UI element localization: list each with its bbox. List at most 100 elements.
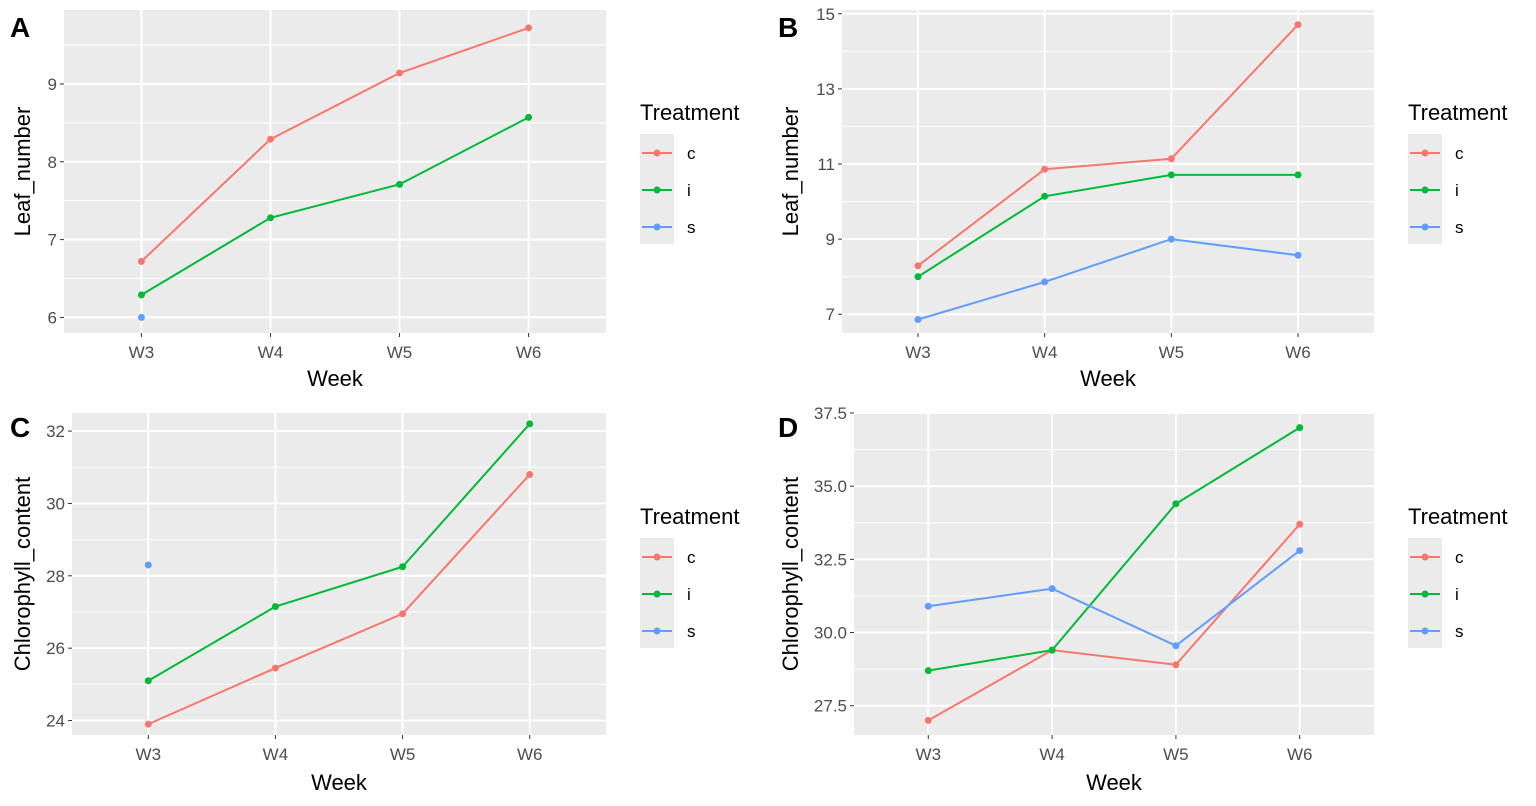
data-point-i — [525, 113, 533, 121]
legend-title: Treatment — [640, 100, 739, 125]
legend-label: c — [1455, 144, 1464, 163]
x-tick-label: W6 — [517, 745, 543, 764]
series-line-c — [917, 23, 1299, 267]
data-point-c — [914, 262, 922, 270]
series-c — [914, 21, 1302, 270]
series-line-c — [147, 473, 531, 726]
data-point-s — [1041, 278, 1049, 286]
y-tick-label: 7 — [48, 231, 57, 250]
legend-title: Treatment — [1408, 504, 1507, 529]
y-tick-label: 30 — [46, 494, 65, 513]
y-tick-label: 32.5 — [814, 550, 847, 569]
legend-label: i — [687, 585, 691, 604]
data-point-s — [1296, 547, 1304, 555]
data-point-c — [399, 610, 407, 618]
data-point-c — [144, 720, 152, 728]
panel-b: B 7 9 11 13 15 W3 W4 W5 W6 Week Leaf_number Treatmen… — [778, 5, 1507, 391]
y-tick-label: 32 — [46, 422, 65, 441]
x-tick-label: W3 — [916, 745, 942, 764]
x-tick-label: W3 — [129, 343, 155, 362]
y-tick-label: 7 — [826, 305, 835, 324]
legend: Treatment cis — [640, 504, 739, 648]
legend-key-point — [1421, 590, 1429, 598]
y-tick-label: 9 — [826, 230, 835, 249]
series-i — [137, 113, 533, 299]
y-axis-title: Leaf_number — [10, 107, 35, 237]
data-point-s — [924, 602, 932, 610]
legend-key-point — [1421, 186, 1429, 194]
data-point-s — [144, 561, 152, 569]
y-tick-label: 28 — [46, 567, 65, 586]
data-point-i — [526, 420, 534, 428]
y-tick-label: 15 — [816, 5, 835, 24]
y-tick-label: 6 — [48, 308, 57, 327]
y-tick-label: 8 — [48, 153, 57, 172]
legend-key-point — [653, 186, 661, 194]
data-point-c — [271, 664, 279, 672]
data-point-i — [1167, 171, 1175, 179]
data-point-i — [144, 677, 152, 685]
panel-letter: B — [778, 12, 798, 43]
panel-letter: D — [778, 412, 798, 443]
data-point-c — [924, 716, 932, 724]
data-point-i — [399, 563, 407, 571]
y-tick-label: 13 — [816, 80, 835, 99]
data-point-c — [396, 69, 404, 77]
x-tick-label: W4 — [258, 343, 284, 362]
data-point-c — [137, 257, 145, 265]
x-axis-title: Week — [1086, 770, 1143, 795]
panel-letter: C — [10, 412, 30, 443]
data-point-c — [526, 471, 534, 479]
x-axis-title: Week — [307, 366, 364, 391]
x-tick-label: W5 — [387, 343, 413, 362]
series-c — [144, 471, 534, 728]
data-point-i — [914, 273, 922, 281]
x-tick-label: W5 — [1159, 343, 1185, 362]
legend-label: s — [687, 218, 696, 237]
x-tick-label: W3 — [905, 343, 931, 362]
x-tick-label: W4 — [1032, 343, 1058, 362]
series-line-i — [917, 173, 1298, 278]
x-tick-label: W4 — [1039, 745, 1065, 764]
panel-c: C 24 26 28 30 32 W3 W4 W5 W6 Week Chlorophyll_conte… — [10, 412, 739, 795]
series-s — [914, 235, 1302, 323]
plot-background — [842, 10, 1374, 333]
series-line-c — [140, 26, 529, 263]
data-point-c — [1294, 21, 1302, 29]
series-line-s — [928, 549, 1301, 647]
legend-key-point — [1421, 223, 1429, 231]
legend: Treatment cis — [640, 100, 739, 244]
x-tick-label: W4 — [263, 745, 289, 764]
series-s — [144, 561, 152, 569]
plot-background — [64, 10, 606, 333]
legend-title: Treatment — [1408, 100, 1507, 125]
data-point-i — [137, 291, 145, 299]
data-point-i — [924, 667, 932, 675]
series-s — [137, 313, 145, 321]
legend-key-point — [653, 149, 661, 157]
series-i — [924, 424, 1304, 675]
plot-background — [854, 413, 1374, 735]
series-c — [137, 24, 533, 265]
y-axis-title: Leaf_number — [778, 107, 803, 237]
data-point-i — [1048, 646, 1056, 654]
legend-label: c — [687, 548, 696, 567]
data-point-i — [1041, 192, 1049, 200]
x-tick-label: W6 — [1287, 745, 1313, 764]
legend: Treatment cis — [1408, 504, 1507, 648]
x-tick-label: W5 — [390, 745, 416, 764]
data-point-c — [1172, 661, 1180, 669]
data-point-i — [1294, 171, 1302, 179]
x-tick-label: W5 — [1163, 745, 1189, 764]
x-axis-title: Week — [311, 770, 368, 795]
y-tick-label: 35.0 — [814, 477, 847, 496]
series-line-s — [917, 238, 1299, 321]
series-line-c — [927, 523, 1301, 722]
y-tick-label: 9 — [48, 75, 57, 94]
data-point-s — [914, 315, 922, 323]
y-axis-title: Chlorophyll_content — [778, 477, 803, 671]
data-point-s — [1294, 251, 1302, 259]
data-point-s — [1167, 235, 1175, 243]
data-point-c — [1296, 520, 1304, 528]
